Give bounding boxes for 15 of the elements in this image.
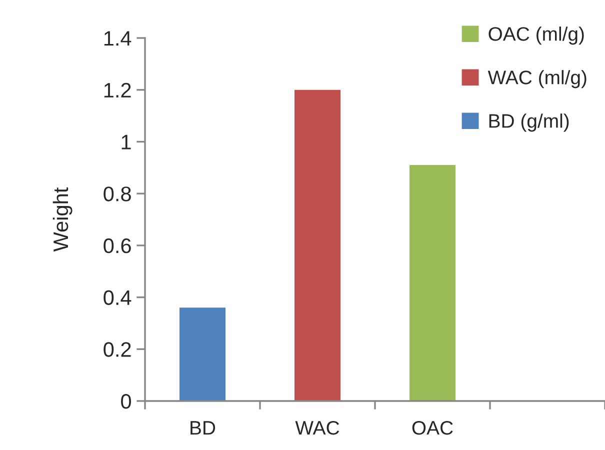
y-tick-label: 0 xyxy=(121,394,131,409)
y-tick-label: 1 xyxy=(122,134,131,150)
y-tick-label: 1.4 xyxy=(104,31,132,46)
legend-label: BD (g/ml) xyxy=(489,114,569,132)
legend-label: WAC (ml/g) xyxy=(488,70,586,88)
y-tick-label: 0.6 xyxy=(104,238,131,254)
x-tick-label: WAC xyxy=(295,420,340,435)
x-tick-label: BD xyxy=(190,421,216,435)
y-tick-label: 1.2 xyxy=(104,82,131,98)
y-axis-title: Weight xyxy=(52,187,72,252)
y-tick-label: 0.8 xyxy=(104,186,131,202)
y-tick-label: 0.2 xyxy=(104,342,131,357)
y-tick-label: 0.4 xyxy=(104,290,132,306)
x-tick-label: OAC xyxy=(412,420,453,435)
legend-label: OAC (ml/g) xyxy=(488,26,584,45)
